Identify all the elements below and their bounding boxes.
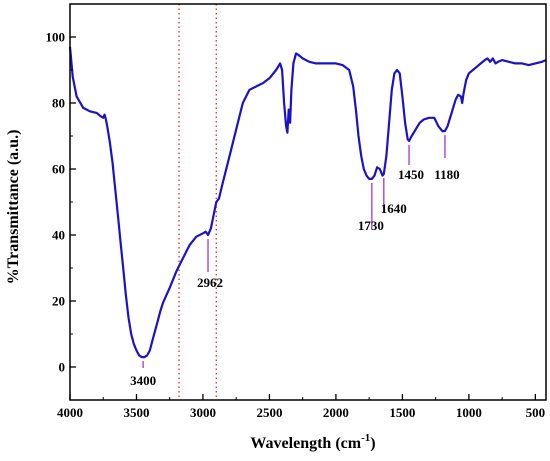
y-axis-title: %Transmittance (a.u.) (5, 130, 22, 285)
x-axis-title-main: Wavelength (cm (250, 435, 361, 452)
x-tick-label: 2500 (256, 405, 282, 420)
y-tick-label: 40 (52, 228, 65, 243)
peak-annotations: 3400 2962 1730 1640 1450 1180 (130, 135, 460, 388)
peak-label: 3400 (130, 373, 156, 388)
plot-frame (69, 3, 547, 401)
peak-label: 2962 (197, 275, 223, 290)
y-tick-label: 80 (52, 96, 65, 111)
x-tick-label: 500 (526, 405, 546, 420)
x-axis-title-superscript: -1 (361, 432, 370, 444)
peak-label: 1640 (381, 201, 407, 216)
x-tick-label: 1500 (389, 405, 415, 420)
peak-label: 1450 (398, 167, 424, 182)
y-tick-label: 0 (59, 360, 66, 375)
y-tick-label: 100 (46, 30, 66, 45)
x-axis-title-end: ) (370, 435, 375, 452)
x-tick-label: 3000 (190, 405, 216, 420)
x-tick-label: 2000 (323, 405, 349, 420)
x-axis-title: Wavelength (cm-1) (250, 432, 375, 452)
peak-label: 1730 (358, 218, 384, 233)
x-tick-label: 3500 (123, 405, 149, 420)
x-tick-label: 4000 (57, 405, 83, 420)
y-tick-label: 60 (52, 162, 65, 177)
y-axis-ticks: 0 20 40 60 80 100 (46, 30, 76, 375)
x-axis-ticks: 4000 3500 3000 2500 2000 1500 1000 500 (57, 394, 545, 420)
transmittance-series-line (68, 46, 547, 359)
y-tick-label: 20 (52, 294, 65, 309)
reference-lines (178, 4, 217, 400)
x-tick-label: 1000 (456, 405, 482, 420)
peak-label: 1180 (434, 167, 459, 182)
